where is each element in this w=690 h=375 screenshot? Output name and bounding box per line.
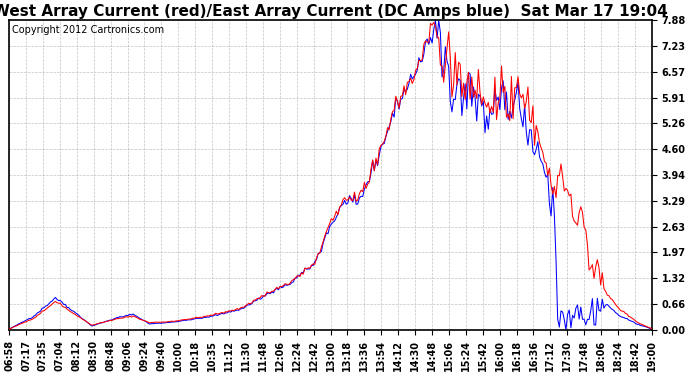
Title: West Array Current (red)/East Array Current (DC Amps blue)  Sat Mar 17 19:04: West Array Current (red)/East Array Curr… — [0, 4, 668, 19]
Text: Copyright 2012 Cartronics.com: Copyright 2012 Cartronics.com — [12, 25, 164, 35]
